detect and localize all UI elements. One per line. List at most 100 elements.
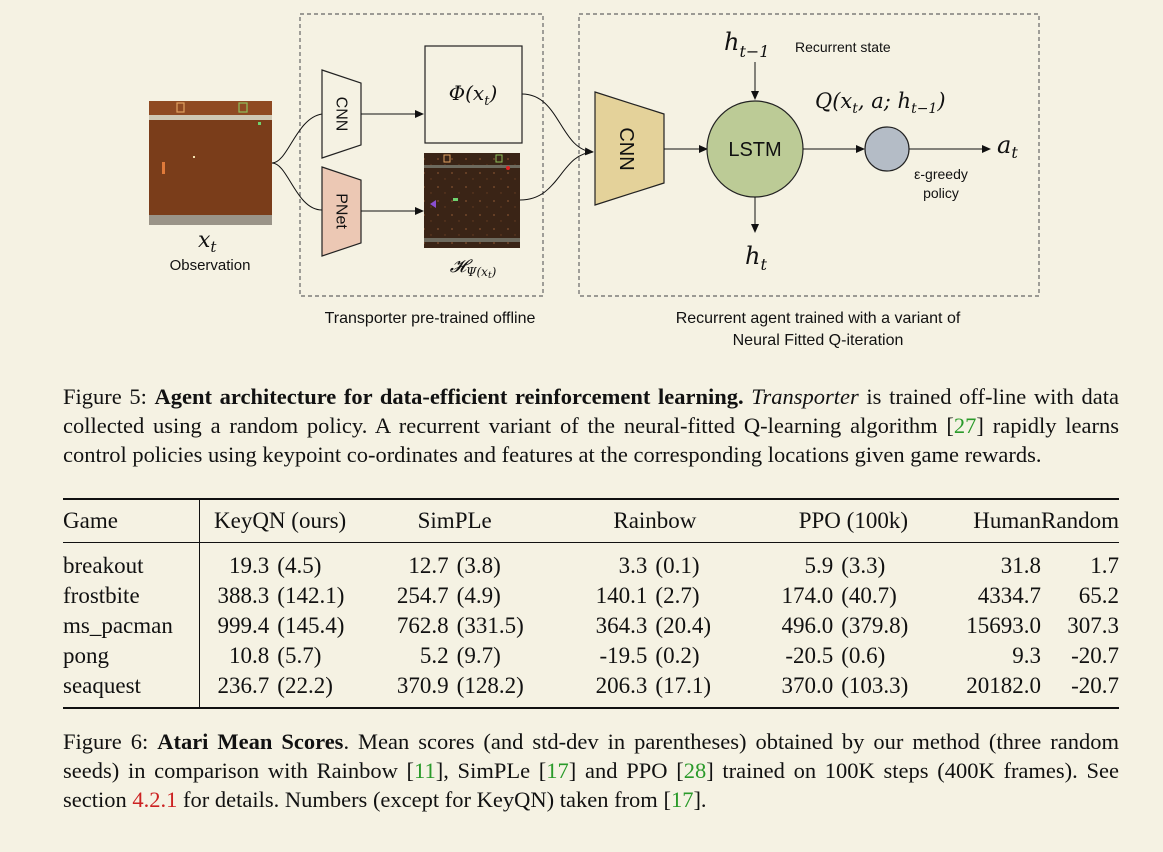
figure-6-text: ] trained on 100K steps (400K frames). S… <box>63 758 1119 812</box>
heatmap-label: 𝓗Ψ(xt) <box>450 256 497 281</box>
table-row: frostbite 388.3 (142.1) 254.7 (4.9) 140.1 (2.7… <box>63 581 1119 611</box>
ppo-stddev: (379.8) <box>841 613 909 638</box>
rainbow-score: 364.3 <box>595 613 648 638</box>
rainbow-score: 140.1 <box>595 583 648 608</box>
human-score: 9.3 <box>1012 643 1041 668</box>
figure-5-text: ] rapidly learns control policies using … <box>63 413 1119 467</box>
h-prev-label: ht−1 <box>724 28 769 61</box>
action-label: at <box>997 131 1018 162</box>
figure-6-text: ], SimPLe [ <box>435 758 547 783</box>
game-name: frostbite <box>63 583 140 608</box>
simple-stddev: (3.8) <box>456 553 501 578</box>
random-score: 307.3 <box>1067 613 1119 638</box>
keyqn-stddev: (142.1) <box>277 583 345 608</box>
figure-6-text: for details. Numbers (except for KeyQN) … <box>177 787 671 812</box>
simple-stddev: (128.2) <box>456 673 524 698</box>
human-score: 15693.0 <box>966 613 1041 638</box>
citation-link[interactable]: 11 <box>414 758 436 783</box>
policy-label-line1: ε-greedy <box>914 166 968 182</box>
table-header-row: Game KeyQN (ours) SimPLe Rainbow PPO (10… <box>63 500 1119 543</box>
table-row: breakout 19.3 (4.5) 12.7 (3.8) 3.3 (0.1) 5.9 (3.… <box>63 542 1119 581</box>
figure-6-title: Atari Mean Scores <box>157 729 344 754</box>
figure-6-caption: Figure 6: Atari Mean Scores. Mean scores… <box>63 727 1119 814</box>
table-row: ms_pacman 999.4 (145.4) 762.8 (331.5) 364.3 (2… <box>63 611 1119 641</box>
game-name: seaquest <box>63 673 141 698</box>
col-header-rainbow: Rainbow <box>563 500 751 543</box>
human-score: 20182.0 <box>966 673 1041 698</box>
ppo-score: 496.0 <box>781 613 834 638</box>
figure-6-text: . Mean scores (and std-dev in parenthese… <box>63 729 1119 783</box>
keyqn-stddev: (22.2) <box>277 673 333 698</box>
ppo-stddev: (103.3) <box>841 673 909 698</box>
figure-6-text: ] and PPO [ <box>568 758 684 783</box>
agent-cnn-block <box>594 91 665 206</box>
ppo-score: 5.9 <box>804 553 834 578</box>
simple-score: 12.7 <box>408 553 449 578</box>
figure-6-text: ]. <box>693 787 707 812</box>
section-link[interactable]: 4.2.1 <box>132 787 178 812</box>
col-header-simple: SimPLe <box>369 500 564 543</box>
random-score: 1.7 <box>1090 553 1119 578</box>
ppo-stddev: (40.7) <box>841 583 897 608</box>
game-name: ms_pacman <box>63 613 173 638</box>
keyqn-score: 236.7 <box>199 671 270 707</box>
simple-score: 762.8 <box>396 613 449 638</box>
simple-score: 5.2 <box>419 643 449 668</box>
q-value-label: Q(xt, a; ht−1) <box>815 89 946 117</box>
pnet-block <box>321 166 362 257</box>
citation-link[interactable]: 27 <box>953 413 977 438</box>
rainbow-score: 206.3 <box>595 673 648 698</box>
col-header-ppo: PPO (100k) <box>750 500 953 543</box>
ppo-stddev: (0.6) <box>841 643 886 668</box>
rainbow-score: 3.3 <box>618 553 648 578</box>
simple-stddev: (4.9) <box>456 583 501 608</box>
keyqn-score: 999.4 <box>199 611 270 641</box>
transporter-group-box <box>299 13 544 297</box>
figure-5-text: is trained off-line with data collected … <box>63 384 1119 438</box>
rainbow-stddev: (0.1) <box>655 553 700 578</box>
pnet-label: PNet <box>333 193 350 229</box>
atari-scores-table: Game KeyQN (ours) SimPLe Rainbow PPO (10… <box>63 498 1119 709</box>
keyqn-stddev: (145.4) <box>277 613 345 638</box>
col-header-human: Human <box>952 500 1041 543</box>
random-score: 65.2 <box>1078 583 1119 608</box>
citation-link[interactable]: 17 <box>670 787 694 812</box>
policy-label-line2: policy <box>923 185 959 201</box>
random-score: -20.7 <box>1071 643 1119 668</box>
cnn-label: CNN <box>333 97 350 132</box>
observation-label: Observation <box>170 257 251 274</box>
recurrent-agent-caption-line2: Neural Fitted Q-iteration <box>733 332 904 349</box>
keyqn-score: 388.3 <box>199 581 270 611</box>
rainbow-stddev: (0.2) <box>655 643 700 668</box>
keyqn-score: 10.8 <box>199 641 270 671</box>
phi-label: Φ(xt) <box>449 81 498 109</box>
human-score: 31.8 <box>1000 553 1041 578</box>
figure-5-caption: Figure 5: Agent architecture for data-ef… <box>63 382 1119 469</box>
observation-frame <box>149 101 272 225</box>
col-header-random: Random <box>1040 500 1119 543</box>
rainbow-stddev: (20.4) <box>655 613 711 638</box>
simple-stddev: (9.7) <box>456 643 501 668</box>
citation-link[interactable]: 28 <box>683 758 707 783</box>
obs-symbol: xt <box>198 228 217 256</box>
table-row: pong 10.8 (5.7) 5.2 (9.7) -19.5 (0.2) -20.5 (0.6… <box>63 641 1119 671</box>
recurrent-state-label: Recurrent state <box>795 39 891 55</box>
lstm-label: LSTM <box>728 139 781 161</box>
ppo-score: 174.0 <box>781 583 834 608</box>
figure-5-prefix: Figure 5: <box>63 384 155 409</box>
ppo-score: 370.0 <box>781 673 834 698</box>
human-score: 4334.7 <box>977 583 1041 608</box>
ppo-score: -20.5 <box>785 643 834 668</box>
rainbow-score: -19.5 <box>599 643 648 668</box>
features-box <box>424 45 523 144</box>
cnn-encoder-block <box>321 69 362 159</box>
citation-link[interactable]: 17 <box>546 758 569 783</box>
transporter-caption: Transporter pre-trained offline <box>325 310 536 327</box>
keyqn-stddev: (5.7) <box>277 643 322 668</box>
q-node <box>864 126 910 172</box>
figure-5-italic: Transporter <box>751 384 859 409</box>
simple-score: 254.7 <box>396 583 449 608</box>
keypoint-heatmap-frame <box>424 153 520 248</box>
recurrent-agent-caption-line1: Recurrent agent trained with a variant o… <box>676 310 961 327</box>
game-name: breakout <box>63 553 144 578</box>
